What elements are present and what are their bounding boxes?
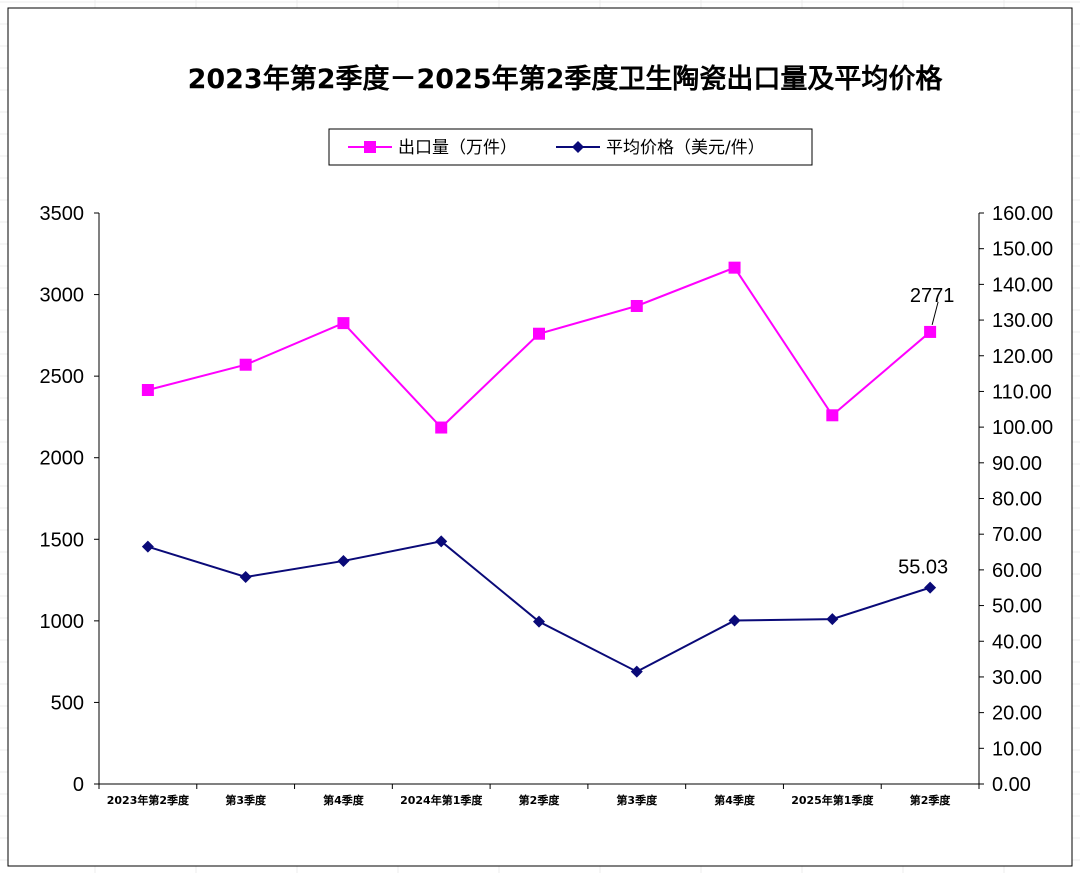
average-price-point [435, 535, 448, 548]
left-tick-label: 500 [51, 692, 84, 714]
export-volume-point [239, 358, 252, 371]
right-tick-label: 70.00 [992, 524, 1042, 546]
export-volume-point [826, 409, 839, 422]
left-tick-label: 3500 [40, 203, 85, 225]
export-volume-point [533, 327, 545, 340]
category-label: 2025年第1季度 [791, 793, 874, 807]
right-tick-label: 90.00 [992, 453, 1042, 475]
left-tick-label: 0 [73, 774, 84, 796]
x-axis-ticks: 2023年第2季度 第3季度 第4季度 2024年第1季度 第2季度 第3季度 第4季度 20… [98, 784, 980, 807]
export-volume-point [630, 299, 643, 312]
category-label: 第4季度 [714, 793, 756, 807]
legend: 出口量（万件） 平均价格（美元/件） [328, 128, 813, 166]
average-price-point [239, 571, 252, 584]
average-price-point [630, 665, 643, 678]
export-volume-point [435, 421, 448, 434]
right-tick-label: 10.00 [992, 738, 1042, 760]
right-tick-label: 140.00 [992, 274, 1053, 296]
average-price-point [337, 554, 350, 567]
data-label-average-price: 55.03 [898, 557, 948, 579]
export-volume-point [728, 261, 741, 274]
right-tick-label: 80.00 [992, 489, 1042, 511]
export-volume-point [337, 317, 350, 330]
category-label: 第3季度 [616, 793, 658, 807]
category-label: 第2季度 [910, 793, 952, 807]
left-tick-label: 1500 [40, 529, 85, 551]
legend-label-export-volume: 出口量（万件） [398, 138, 517, 158]
data-label-layer: 2771 55.03 [898, 285, 954, 579]
right-axis-ticks: 0.00 10.00 20.00 30.00 40.00 50.00 60.00 70.00 8… [979, 203, 1053, 796]
right-tick-label: 40.00 [992, 631, 1042, 653]
average-price-point [826, 613, 839, 626]
right-tick-label: 150.00 [992, 239, 1053, 261]
left-tick-label: 2000 [40, 448, 85, 470]
right-tick-label: 120.00 [992, 346, 1053, 368]
left-tick-label: 1000 [40, 611, 85, 633]
category-label: 第3季度 [225, 793, 267, 807]
legend-marker-square-icon [364, 141, 376, 153]
average-price-point [728, 614, 741, 627]
average-price-point [924, 581, 937, 594]
export-volume-point [924, 325, 937, 338]
legend-label-average-price: 平均价格（美元/件） [606, 138, 765, 158]
category-label: 第4季度 [323, 793, 365, 807]
data-label-export-volume: 2771 [910, 285, 955, 307]
right-tick-label: 20.00 [992, 703, 1042, 725]
right-tick-label: 50.00 [992, 596, 1042, 618]
right-tick-label: 30.00 [992, 667, 1042, 689]
right-tick-label: 160.00 [992, 203, 1053, 225]
average-price-point [533, 615, 545, 628]
left-axis-ticks: 0 500 1000 1500 2000 2500 3000 3500 [40, 203, 99, 796]
left-tick-label: 3000 [40, 285, 85, 307]
right-tick-label: 130.00 [992, 310, 1053, 332]
right-tick-label: 0.00 [992, 774, 1031, 796]
legend-marker-diamond-icon [572, 141, 584, 153]
data-label-leader-line [931, 301, 939, 326]
category-label: 2023年第2季度 [107, 793, 190, 807]
right-tick-label: 100.00 [992, 417, 1053, 439]
left-tick-label: 2500 [40, 366, 85, 388]
right-tick-label: 110.00 [992, 381, 1052, 403]
category-label: 第2季度 [519, 793, 561, 807]
export-volume-point [141, 384, 154, 397]
right-tick-label: 60.00 [992, 560, 1042, 582]
average-price-point [141, 540, 154, 553]
chart-title: 2023年第2季度－2025年第2季度卫生陶瓷出口量及平均价格 [188, 63, 944, 95]
series-layer [141, 261, 937, 678]
category-label: 2024年第1季度 [400, 793, 483, 807]
